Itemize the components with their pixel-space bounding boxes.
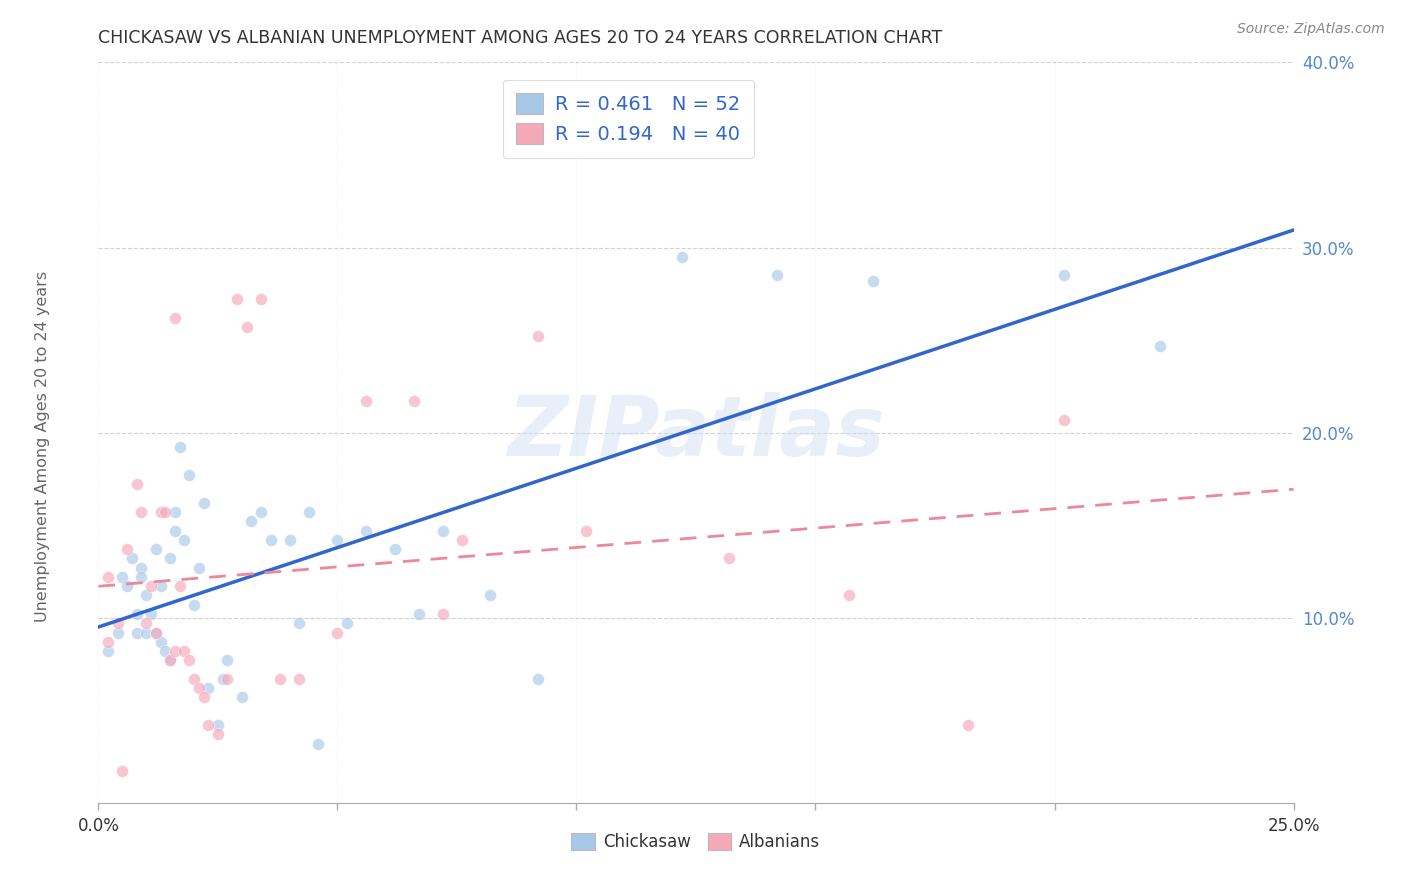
Point [125, 607, 148, 621]
Point [145, 625, 167, 640]
Point [527, 329, 550, 343]
Point [149, 579, 172, 593]
Point [197, 718, 219, 732]
Point [131, 560, 153, 574]
Point [240, 515, 263, 529]
Point [450, 533, 472, 547]
Point [326, 533, 349, 547]
Point [163, 505, 186, 519]
Point [193, 496, 215, 510]
Point [384, 542, 406, 557]
Point [187, 681, 209, 695]
Point [169, 441, 191, 455]
Point [432, 607, 454, 621]
Point [298, 505, 321, 519]
Point [107, 616, 129, 631]
Point [326, 625, 349, 640]
Point [179, 468, 201, 483]
Point [183, 598, 205, 612]
Point [159, 551, 181, 566]
Point [862, 274, 884, 288]
Text: Source: ZipAtlas.com: Source: ZipAtlas.com [1237, 22, 1385, 37]
Point [135, 589, 157, 603]
Point [207, 718, 229, 732]
Point [111, 570, 134, 584]
Point [149, 505, 172, 519]
Point [402, 394, 425, 409]
Point [97, 644, 120, 658]
Point [121, 551, 143, 566]
Point [231, 690, 253, 705]
Point [207, 727, 229, 741]
Point [527, 672, 550, 686]
Point [235, 320, 257, 334]
Point [173, 533, 195, 547]
Point [718, 551, 741, 566]
Point [135, 616, 157, 631]
Point [107, 625, 129, 640]
Point [193, 690, 215, 705]
Point [125, 477, 148, 491]
Text: Unemployment Among Ages 20 to 24 years: Unemployment Among Ages 20 to 24 years [35, 270, 49, 622]
Point [159, 653, 181, 667]
Point [155, 505, 177, 519]
Point [163, 644, 186, 658]
Point [211, 672, 233, 686]
Point [115, 579, 138, 593]
Point [432, 524, 454, 538]
Point [155, 644, 177, 658]
Point [115, 542, 138, 557]
Point [135, 625, 157, 640]
Point [1053, 412, 1076, 426]
Point [179, 653, 201, 667]
Point [163, 524, 186, 538]
Point [1149, 338, 1171, 352]
Point [163, 310, 186, 325]
Point [1053, 268, 1076, 283]
Point [173, 644, 195, 658]
Point [169, 579, 191, 593]
Point [145, 625, 167, 640]
Point [139, 579, 162, 593]
Point [766, 268, 789, 283]
Point [131, 505, 153, 519]
Point [354, 524, 377, 538]
Point [288, 672, 311, 686]
Legend: Chickasaw, Albanians: Chickasaw, Albanians [565, 826, 827, 857]
Point [226, 293, 249, 307]
Point [159, 653, 181, 667]
Point [217, 672, 239, 686]
Point [187, 560, 209, 574]
Point [149, 634, 172, 648]
Point [197, 681, 219, 695]
Point [259, 533, 281, 547]
Point [479, 589, 502, 603]
Point [131, 570, 153, 584]
Text: CHICKASAW VS ALBANIAN UNEMPLOYMENT AMONG AGES 20 TO 24 YEARS CORRELATION CHART: CHICKASAW VS ALBANIAN UNEMPLOYMENT AMONG… [98, 29, 942, 47]
Point [250, 505, 273, 519]
Point [408, 607, 430, 621]
Point [288, 616, 311, 631]
Point [217, 653, 239, 667]
Point [354, 394, 377, 409]
Point [250, 293, 273, 307]
Point [307, 737, 329, 751]
Point [278, 533, 301, 547]
Point [957, 718, 980, 732]
Point [838, 589, 860, 603]
Point [671, 250, 693, 264]
Point [139, 607, 162, 621]
Text: ZIPatlas: ZIPatlas [508, 392, 884, 473]
Point [97, 634, 120, 648]
Point [336, 616, 359, 631]
Point [97, 570, 120, 584]
Point [183, 672, 205, 686]
Point [111, 764, 134, 779]
Point [145, 542, 167, 557]
Point [575, 524, 598, 538]
Point [125, 625, 148, 640]
Point [269, 672, 291, 686]
